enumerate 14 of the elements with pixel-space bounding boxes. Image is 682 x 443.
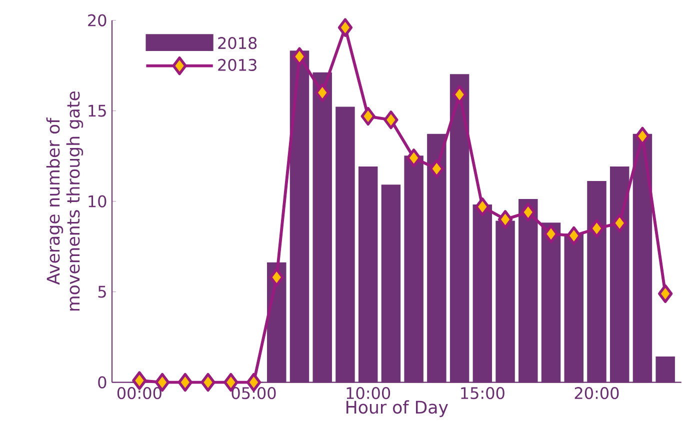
x-tick-label: 00:00: [117, 387, 162, 400]
x-axis-title: Hour of Day: [346, 400, 448, 418]
y-tick-label: 20: [88, 14, 106, 26]
y-tick-label: 10: [88, 195, 106, 208]
x-tick-label: 10:00: [346, 387, 390, 400]
legend-label: 2013: [218, 58, 256, 71]
x-tick-label: 20:00: [574, 387, 619, 400]
x-tick-label: 15:00: [461, 387, 504, 400]
legend-label: 2018: [218, 36, 257, 50]
y-tick-label: 0: [98, 376, 106, 388]
y-axis-title: Average number of movements through gate: [46, 91, 84, 311]
y-tick-label: 5: [98, 286, 106, 298]
x-tick-label: 05:00: [232, 387, 276, 400]
y-tick-label: 15: [88, 104, 106, 117]
